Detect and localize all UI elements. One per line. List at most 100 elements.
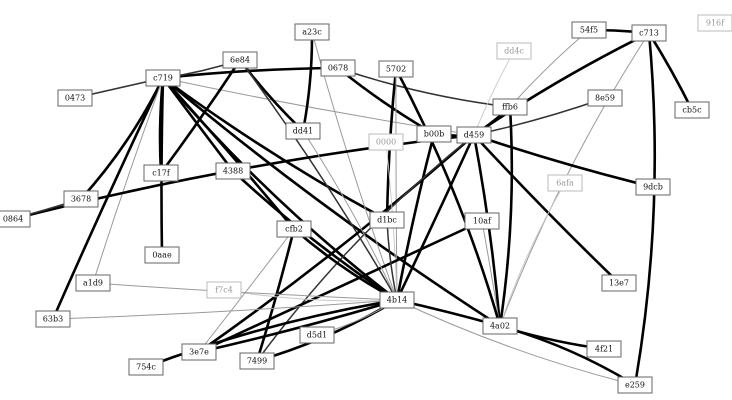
node-label: 0aae [152, 251, 172, 260]
node-box [379, 291, 415, 309]
node-3678[interactable]: 3678 [63, 190, 99, 208]
node-label: 916f [706, 19, 725, 28]
edge-a1d9-4b14 [92, 282, 398, 301]
node-label: d1bc [377, 216, 397, 225]
node-0864[interactable]: 0864 [0, 210, 31, 228]
node-box [285, 122, 321, 140]
edge-d459-9dcb [472, 133, 655, 189]
edge-d459-4a02 [472, 133, 502, 328]
node-box [75, 274, 111, 292]
node-7499[interactable]: 7499 [239, 352, 275, 370]
edge-d459-4b14 [395, 133, 476, 302]
node-label: c719 [153, 74, 173, 83]
node-box [239, 352, 275, 370]
node-box [299, 326, 335, 344]
node-b00b[interactable]: b00b [416, 125, 452, 143]
node-label: 4f21 [595, 345, 613, 354]
edge-d459-13e7 [472, 133, 621, 285]
node-cfb2[interactable]: cfb2 [276, 220, 312, 238]
node-dd41[interactable]: dd41 [285, 122, 321, 140]
node-box [496, 42, 532, 60]
node-6e84[interactable]: 6e84 [222, 51, 258, 69]
node-0aae[interactable]: 0aae [144, 246, 180, 264]
node-box [144, 246, 180, 264]
node-box [492, 98, 528, 116]
node-916f[interactable]: 916f [697, 14, 732, 32]
node-9dcb[interactable]: 9dcb [635, 178, 671, 196]
node-box [128, 358, 164, 376]
node-6afa[interactable]: 6afa [547, 174, 583, 192]
node-box [215, 162, 251, 180]
node-box [369, 211, 405, 229]
edge-e259-4b14 [396, 299, 636, 386]
node-f7c4[interactable]: f7c4 [206, 281, 242, 299]
node-box [181, 343, 217, 361]
node-0473[interactable]: 0473 [57, 89, 93, 107]
node-label: cfb2 [285, 225, 303, 234]
edge-6afa-4a02 [499, 182, 566, 327]
node-c17f[interactable]: c17f [143, 164, 179, 182]
edge-c719-4b14 [161, 76, 399, 302]
node-c713[interactable]: c713 [631, 24, 667, 42]
edge-c719-4388 [161, 76, 235, 173]
node-3e7e[interactable]: 3e7e [181, 343, 217, 361]
edge-c719-4a02 [161, 76, 502, 328]
node-4388[interactable]: 4388 [215, 162, 251, 180]
node-box [571, 21, 607, 39]
node-box [378, 60, 414, 78]
node-0678[interactable]: 0678 [320, 59, 356, 77]
node-label: 63b3 [43, 315, 63, 324]
node-label: c713 [639, 29, 659, 38]
node-label: d5d1 [307, 331, 327, 340]
node-box [587, 89, 623, 107]
node-box [547, 174, 583, 192]
node-label: a1d9 [83, 279, 103, 288]
edge-dd41-4b14 [302, 130, 398, 301]
edge-0678-ffb6 [337, 67, 511, 108]
node-label: f7c4 [215, 286, 233, 295]
edge-a23c-dd41 [301, 30, 314, 133]
node-5702[interactable]: 5702 [378, 60, 414, 78]
node-13e7[interactable]: 13e7 [601, 274, 637, 292]
node-ffb6[interactable]: ffb6 [492, 98, 528, 116]
node-box [674, 101, 710, 119]
node-box [631, 24, 667, 42]
node-box [320, 59, 356, 77]
node-4f21[interactable]: 4f21 [586, 340, 622, 358]
edge-b00b-4b14 [395, 132, 436, 302]
node-cb5c[interactable]: cb5c [674, 101, 710, 119]
node-label: 13e7 [609, 279, 629, 288]
node-c719[interactable]: c719 [145, 69, 181, 87]
node-label: 754c [136, 363, 156, 372]
node-a1d9[interactable]: a1d9 [75, 274, 111, 292]
node-d1bc[interactable]: d1bc [369, 211, 405, 229]
node-box [276, 220, 312, 238]
edge-5702-4b14 [395, 68, 398, 301]
node-d5d1[interactable]: d5d1 [299, 326, 335, 344]
node-754c[interactable]: 754c [128, 358, 164, 376]
node-54f5[interactable]: 54f5 [571, 21, 607, 39]
node-4a02[interactable]: 4a02 [482, 317, 518, 335]
node-e259[interactable]: e259 [617, 376, 653, 394]
node-box [635, 178, 671, 196]
node-8e59[interactable]: 8e59 [587, 89, 623, 107]
node-4b14[interactable]: 4b14 [379, 291, 415, 309]
edge-6e84-c17f [159, 58, 242, 175]
node-box [368, 133, 404, 151]
edge-layer [11, 28, 694, 387]
node-label: a23c [302, 28, 322, 37]
node-0000[interactable]: 0000 [368, 133, 404, 151]
edge-10af-4a02 [481, 220, 501, 327]
node-layer: c719 6e84 a23c 0678 5702 dd4c 54f5 c713 916f 0473… [0, 14, 732, 394]
node-10af[interactable]: 10af [464, 212, 500, 230]
node-a23c[interactable]: a23c [294, 23, 330, 41]
node-box [35, 310, 71, 328]
node-dd4c[interactable]: dd4c [496, 42, 532, 60]
node-d459[interactable]: d459 [456, 126, 492, 144]
node-63b3[interactable]: 63b3 [35, 310, 71, 328]
node-label: d459 [464, 131, 484, 140]
node-label: 9dcb [643, 183, 663, 192]
node-box [617, 376, 653, 394]
node-box [0, 210, 31, 228]
